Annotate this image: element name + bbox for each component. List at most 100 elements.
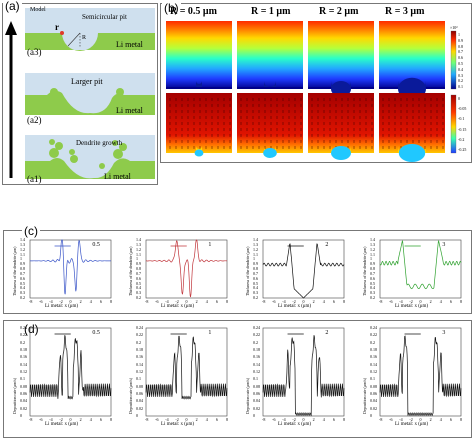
x-tick-label: 4 xyxy=(439,299,442,304)
y-tick-label: 0.14 xyxy=(136,361,143,367)
larger-pit-shape xyxy=(25,90,155,115)
x-tick-label: -8 xyxy=(29,417,33,422)
y-tick-label: 0.24 xyxy=(253,325,260,330)
series-line xyxy=(262,335,345,417)
colorbar-top-tick: 0.7 xyxy=(458,49,463,55)
series-line xyxy=(30,239,111,295)
panel-a-label: (a) xyxy=(3,0,22,13)
y-tick-label: 0.9 xyxy=(253,261,258,267)
x-tick-label: -4 xyxy=(49,417,53,422)
deposition-chart-2 xyxy=(145,327,228,417)
row-a2-label: (a2) xyxy=(27,115,42,125)
y-tick-label: 0 xyxy=(136,413,138,418)
x-tick-label: -6 xyxy=(272,299,276,304)
colorbar-bottom-tick: -0.25 xyxy=(458,147,467,152)
plot-frame xyxy=(262,327,345,417)
y-tick-label: 0.14 xyxy=(253,361,260,367)
x-tick-label: 2 xyxy=(429,417,432,422)
x-tick-label: -8 xyxy=(145,299,149,304)
pit-tip-marker-icon xyxy=(60,31,64,35)
x-tick-label: 0 xyxy=(185,417,188,422)
y-tick-label: 0.04 xyxy=(253,398,260,404)
y-tick-label: 1.4 xyxy=(20,237,25,242)
panel-d-label: (d) xyxy=(22,322,41,336)
legend-label: 1 xyxy=(208,330,212,336)
x-tick-label: 2 xyxy=(429,299,432,304)
x-tick-label: -2 xyxy=(59,417,63,422)
y-tick-label: 0.6 xyxy=(20,275,25,281)
legend-label: 3 xyxy=(442,330,446,336)
x-tick-label: 0 xyxy=(302,299,305,304)
x-tick-label: 6 xyxy=(449,417,452,422)
colorbar-bottom-tick: -0.05 xyxy=(458,106,467,112)
x-tick-label: 6 xyxy=(332,417,335,422)
x-tick-label: -2 xyxy=(59,299,63,304)
y-tick-label: 0.1 xyxy=(136,376,141,382)
current-map-1 xyxy=(166,93,232,157)
dendrite-growth-shape xyxy=(25,158,155,179)
x-axis-label: Li metal: x (μm) xyxy=(395,422,429,427)
thickness-chart-2 xyxy=(145,239,228,299)
x-tick-label: 4 xyxy=(322,299,325,304)
y-tick-label: 0.08 xyxy=(136,383,143,389)
x-tick-label: 4 xyxy=(205,299,208,304)
x-tick-label: -2 xyxy=(175,299,179,304)
row-a1-title: Dendrite growth xyxy=(76,139,123,147)
x-tick-label: -4 xyxy=(399,299,403,304)
x-tick-label: 2 xyxy=(79,299,82,304)
y-tick-label: 0.2 xyxy=(20,339,25,345)
panel-c xyxy=(3,230,472,314)
y-tick-label: 0.4 xyxy=(370,285,375,291)
y-tick-label: 0.18 xyxy=(253,347,260,352)
y-tick-label: 0.7 xyxy=(370,270,375,276)
y-tick-label: 0.7 xyxy=(20,270,25,276)
potential-map-3 xyxy=(308,21,374,97)
x-tick-label: -4 xyxy=(282,417,286,422)
x-axis-label: Li metal: x (μm) xyxy=(161,304,195,309)
y-tick-label: 1.3 xyxy=(370,241,375,247)
colorbar-top-tick: 0.4 xyxy=(458,66,463,72)
y-tick-label: 0.12 xyxy=(136,369,143,374)
colorbar-top-tick: 0.3 xyxy=(458,72,463,78)
y-tick-label: 0.24 xyxy=(136,325,143,330)
x-tick-label: -6 xyxy=(272,417,276,422)
thickness-chart-3 xyxy=(262,239,345,299)
y-tick-label: 0.7 xyxy=(253,270,258,276)
legend-label: 2 xyxy=(325,242,329,248)
y-tick-label: 0.16 xyxy=(253,354,260,360)
x-tick-label: 4 xyxy=(205,417,208,422)
y-tick-label: 0.2 xyxy=(253,339,258,345)
y-tick-label: 1.4 xyxy=(136,237,141,242)
x-tick-label: -6 xyxy=(389,417,393,422)
x-tick-label: -8 xyxy=(262,417,266,422)
x-tick-label: -2 xyxy=(292,417,296,422)
y-tick-label: 0 xyxy=(20,413,22,418)
y-tick-label: 0.06 xyxy=(253,391,260,396)
y-tick-label: 0.5 xyxy=(370,280,375,286)
header-r-1: R = 1 μm xyxy=(251,6,291,17)
x-tick-label: -2 xyxy=(175,417,179,422)
potential-map-1 xyxy=(166,21,232,89)
x-tick-label: -8 xyxy=(379,299,383,304)
current-map-2 xyxy=(237,93,303,158)
y-tick-label: 0.08 xyxy=(253,383,260,389)
thickness-chart-1 xyxy=(29,239,112,299)
plot-frame xyxy=(29,327,112,417)
y-tick-label: 0.2 xyxy=(253,295,258,300)
y-tick-label: 1 xyxy=(253,256,255,262)
panel-c-label: (c) xyxy=(22,224,40,238)
x-tick-label: 2 xyxy=(195,417,198,422)
colorbar-bottom-tick: -0.1 xyxy=(458,116,465,122)
potential-map-2 xyxy=(237,21,303,89)
y-tick-label: 0.6 xyxy=(370,275,375,281)
x-tick-label: 0 xyxy=(302,417,305,422)
deposition-chart-1 xyxy=(29,327,112,417)
row-a2-metal: Li metal xyxy=(116,106,143,115)
y-tick-label: 0.02 xyxy=(253,405,260,411)
x-tick-label: 8 xyxy=(110,417,112,422)
y-axis-label: Thickness of the dendrite (μm) xyxy=(128,246,133,296)
series-line xyxy=(379,335,462,417)
y-tick-label: 0.12 xyxy=(20,369,27,374)
y-tick-label: 0 xyxy=(370,413,372,418)
plot-frame xyxy=(29,239,112,299)
